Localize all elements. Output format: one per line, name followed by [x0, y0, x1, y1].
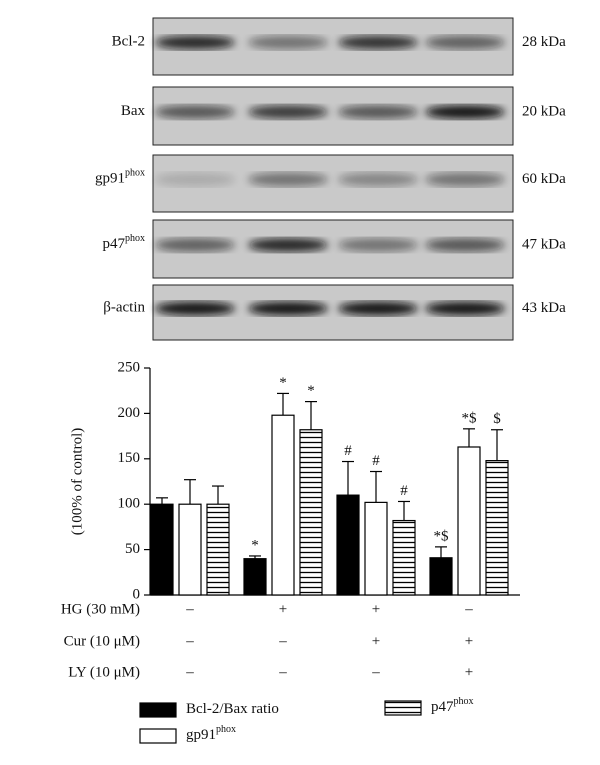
blot-label-sup: phox: [125, 168, 145, 179]
blot-band: [248, 35, 328, 50]
blot-label-main: Bax: [121, 103, 146, 119]
blot-label-main: Bcl-2: [112, 34, 145, 50]
blot-band: [155, 35, 235, 50]
blot-band: [155, 105, 235, 119]
blot-size: 47 kDa: [522, 236, 566, 252]
blot-band: [425, 172, 505, 187]
y-tick-label: 50: [125, 541, 140, 557]
bar: [150, 503, 174, 596]
bar: [392, 519, 416, 596]
y-tick-label: 150: [118, 450, 141, 466]
blot-band: [155, 172, 235, 187]
condition-value: –: [278, 664, 287, 680]
y-tick-label: 200: [118, 405, 141, 421]
legend-label-main: Bcl-2/Bax ratio: [186, 701, 279, 717]
bar: [429, 557, 453, 596]
condition-value: –: [185, 633, 194, 649]
significance-label: *: [307, 383, 315, 399]
blot-band: [248, 301, 328, 316]
blot-band: [338, 105, 418, 119]
blot-label: Bcl-2: [112, 34, 145, 50]
blot-label-main: β-actin: [103, 300, 145, 316]
significance-label: *$: [434, 528, 450, 544]
y-axis-label: (100% of control): [69, 428, 85, 535]
condition-value: +: [465, 633, 473, 649]
blot-size: 20 kDa: [522, 103, 566, 119]
condition-value: –: [185, 601, 194, 617]
legend-label-sup: phox: [454, 696, 474, 707]
blot-band: [248, 172, 328, 187]
blot-label: gp91phox: [95, 168, 145, 187]
blot-label: p47phox: [103, 233, 146, 252]
legend-label-main: p47: [431, 699, 454, 715]
bar: [243, 558, 267, 596]
condition-label: Cur (10 μM): [64, 633, 140, 649]
legend-label: Bcl-2/Bax ratio: [186, 701, 279, 717]
condition-value: +: [372, 633, 380, 649]
blot-label: Bax: [121, 103, 146, 119]
significance-label: #: [372, 453, 380, 469]
blot-band: [338, 301, 418, 316]
condition-value: –: [185, 664, 194, 680]
y-tick-label: 0: [133, 586, 141, 602]
blot-label-main: gp91: [95, 171, 125, 187]
bar: [336, 494, 360, 596]
y-tick-label: 250: [118, 359, 141, 375]
significance-label: *: [251, 537, 259, 553]
blot-band: [155, 238, 235, 252]
significance-label: *$: [462, 410, 478, 426]
blot-label: β-actin: [103, 300, 145, 316]
blot-band: [338, 35, 418, 50]
legend-label-main: gp91: [186, 727, 216, 743]
condition-value: –: [371, 664, 380, 680]
significance-label: *: [279, 375, 287, 391]
legend-swatch: [139, 728, 177, 744]
legend-swatch: [384, 700, 422, 716]
condition-value: –: [278, 633, 287, 649]
blot-band: [338, 238, 418, 252]
blot-band: [338, 172, 418, 187]
blot-label-main: p47: [103, 236, 126, 252]
blot-band: [425, 301, 505, 316]
blot-band: [425, 238, 505, 252]
blot-band: [425, 35, 505, 50]
bar: [457, 446, 481, 596]
bar: [364, 501, 388, 596]
blot-size: 43 kDa: [522, 300, 566, 316]
legend-swatch: [139, 702, 177, 718]
significance-label: #: [344, 443, 352, 459]
blot-band: [425, 105, 505, 119]
condition-value: +: [465, 664, 473, 680]
blot-size: 28 kDa: [522, 34, 566, 50]
blot-band: [155, 301, 235, 316]
condition-value: –: [464, 601, 473, 617]
y-tick-label: 100: [118, 496, 141, 512]
bar: [178, 503, 202, 596]
significance-label: #: [400, 483, 408, 499]
blot-band: [248, 238, 328, 252]
legend-label: p47phox: [431, 696, 474, 715]
bar: [271, 414, 295, 596]
blot-size: 60 kDa: [522, 171, 566, 187]
legend-label-sup: phox: [216, 724, 236, 735]
significance-label: $: [493, 411, 501, 427]
condition-label: HG (30 mM): [61, 601, 140, 617]
condition-value: +: [279, 601, 287, 617]
blot-label-sup: phox: [125, 233, 145, 244]
legend-label: gp91phox: [186, 724, 236, 743]
condition-value: +: [372, 601, 380, 617]
condition-label: LY (10 μM): [68, 664, 140, 680]
bar: [485, 460, 509, 596]
blot-band: [248, 105, 328, 119]
bar: [206, 503, 230, 596]
bar: [299, 429, 323, 596]
